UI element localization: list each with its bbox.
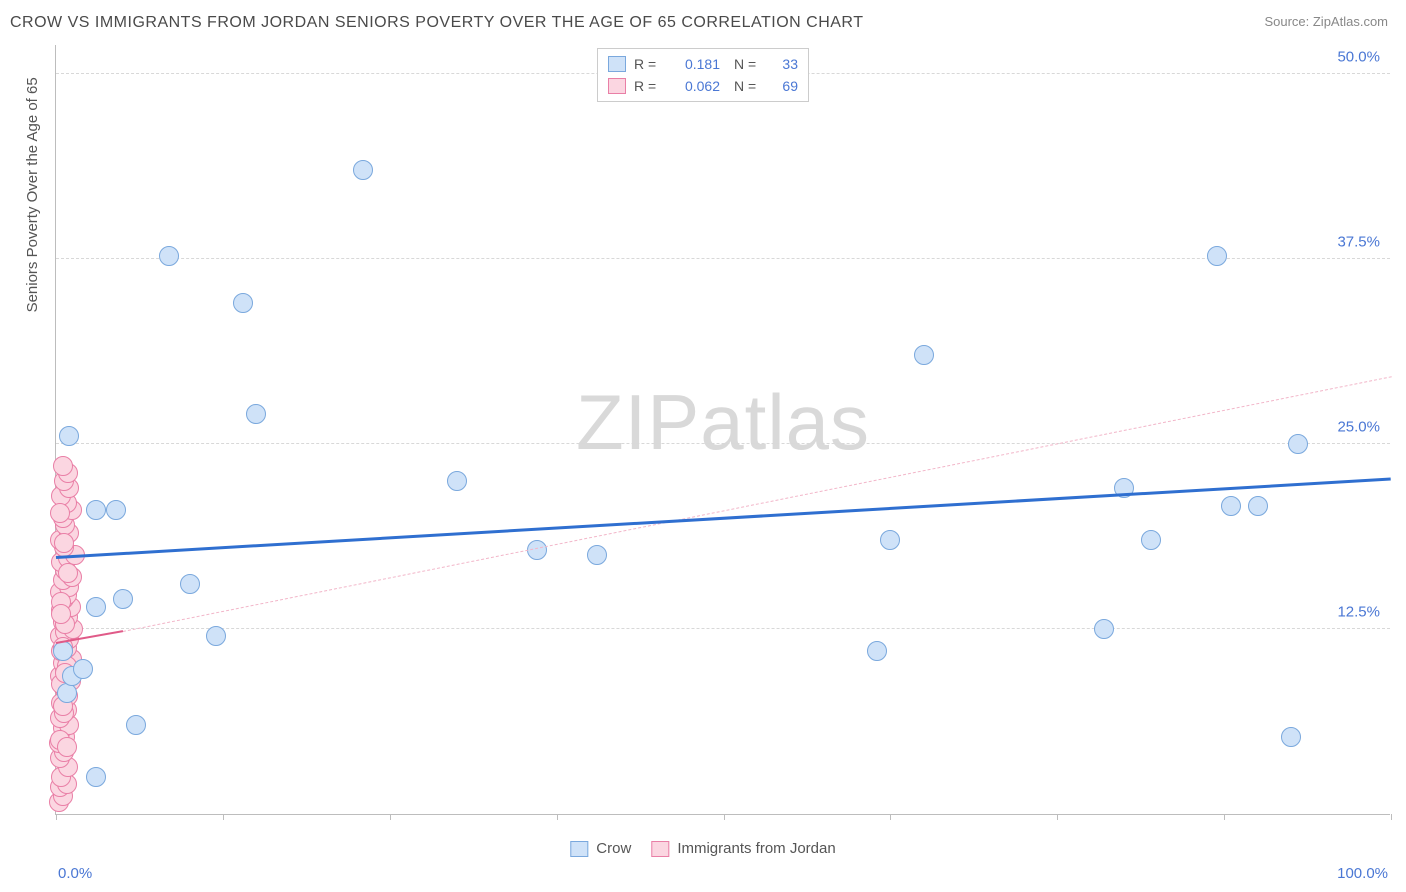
data-point [447,471,467,491]
watermark-bold: ZIP [576,378,700,466]
data-point [159,246,179,266]
legend-series: Crow Immigrants from Jordan [570,840,835,857]
data-point [58,563,78,583]
chart-title: CROW VS IMMIGRANTS FROM JORDAN SENIORS P… [10,14,863,32]
legend-stat-row: R = 0.062 N = 69 [608,75,798,97]
data-point [233,293,253,313]
data-point [126,715,146,735]
x-tick [724,814,725,820]
r-value: 0.062 [670,75,720,97]
source-label: Source: ZipAtlas.com [1264,14,1388,29]
data-point [86,500,106,520]
plot-area: ZIPatlas 12.5% 25.0% 37.5% 50.0% [55,45,1390,815]
data-point [206,626,226,646]
data-point [1094,619,1114,639]
correlation-chart: CROW VS IMMIGRANTS FROM JORDAN SENIORS P… [0,0,1406,892]
data-point [1248,496,1268,516]
data-point [1141,530,1161,550]
trend-line [123,376,1391,632]
data-point [867,641,887,661]
data-point [1207,246,1227,266]
data-point [527,540,547,560]
gridline [56,258,1390,259]
y-tick-label: 12.5% [1337,603,1380,620]
legend-item: Immigrants from Jordan [651,840,835,857]
n-value: 33 [770,53,798,75]
y-tick-label: 37.5% [1337,233,1380,250]
x-axis-max-label: 100.0% [1337,865,1388,882]
data-point [353,160,373,180]
data-point [113,589,133,609]
n-label: N = [734,53,762,75]
data-point [50,503,70,523]
data-point [1221,496,1241,516]
x-tick [1057,814,1058,820]
data-point [54,533,74,553]
legend-swatch [651,841,669,857]
data-point [880,530,900,550]
data-point [53,641,73,661]
data-point [1288,434,1308,454]
data-point [59,426,79,446]
data-point [180,574,200,594]
legend-label: Crow [596,840,631,857]
data-point [57,737,77,757]
watermark-thin: atlas [700,378,870,466]
legend-swatch [608,78,626,94]
x-tick [223,814,224,820]
x-tick [557,814,558,820]
r-label: R = [634,75,662,97]
legend-swatch [608,56,626,72]
x-tick [390,814,391,820]
data-point [246,404,266,424]
data-point [51,604,71,624]
data-point [106,500,126,520]
y-tick-label: 25.0% [1337,418,1380,435]
data-point [86,597,106,617]
gridline [56,628,1390,629]
trend-line [56,478,1391,559]
legend-stat-row: R = 0.181 N = 33 [608,53,798,75]
data-point [53,456,73,476]
data-point [86,767,106,787]
legend-stats: R = 0.181 N = 33 R = 0.062 N = 69 [597,48,809,102]
legend-item: Crow [570,840,631,857]
legend-swatch [570,841,588,857]
data-point [587,545,607,565]
n-value: 69 [770,75,798,97]
legend-label: Immigrants from Jordan [677,840,835,857]
data-point [73,659,93,679]
x-tick [56,814,57,820]
n-label: N = [734,75,762,97]
data-point [914,345,934,365]
r-label: R = [634,53,662,75]
r-value: 0.181 [670,53,720,75]
gridline [56,443,1390,444]
y-axis-title: Seniors Poverty Over the Age of 65 [24,77,41,312]
y-tick-label: 50.0% [1337,48,1380,65]
watermark: ZIPatlas [576,377,870,468]
data-point [1281,727,1301,747]
x-tick [890,814,891,820]
x-tick [1391,814,1392,820]
x-axis-min-label: 0.0% [58,865,92,882]
x-tick [1224,814,1225,820]
